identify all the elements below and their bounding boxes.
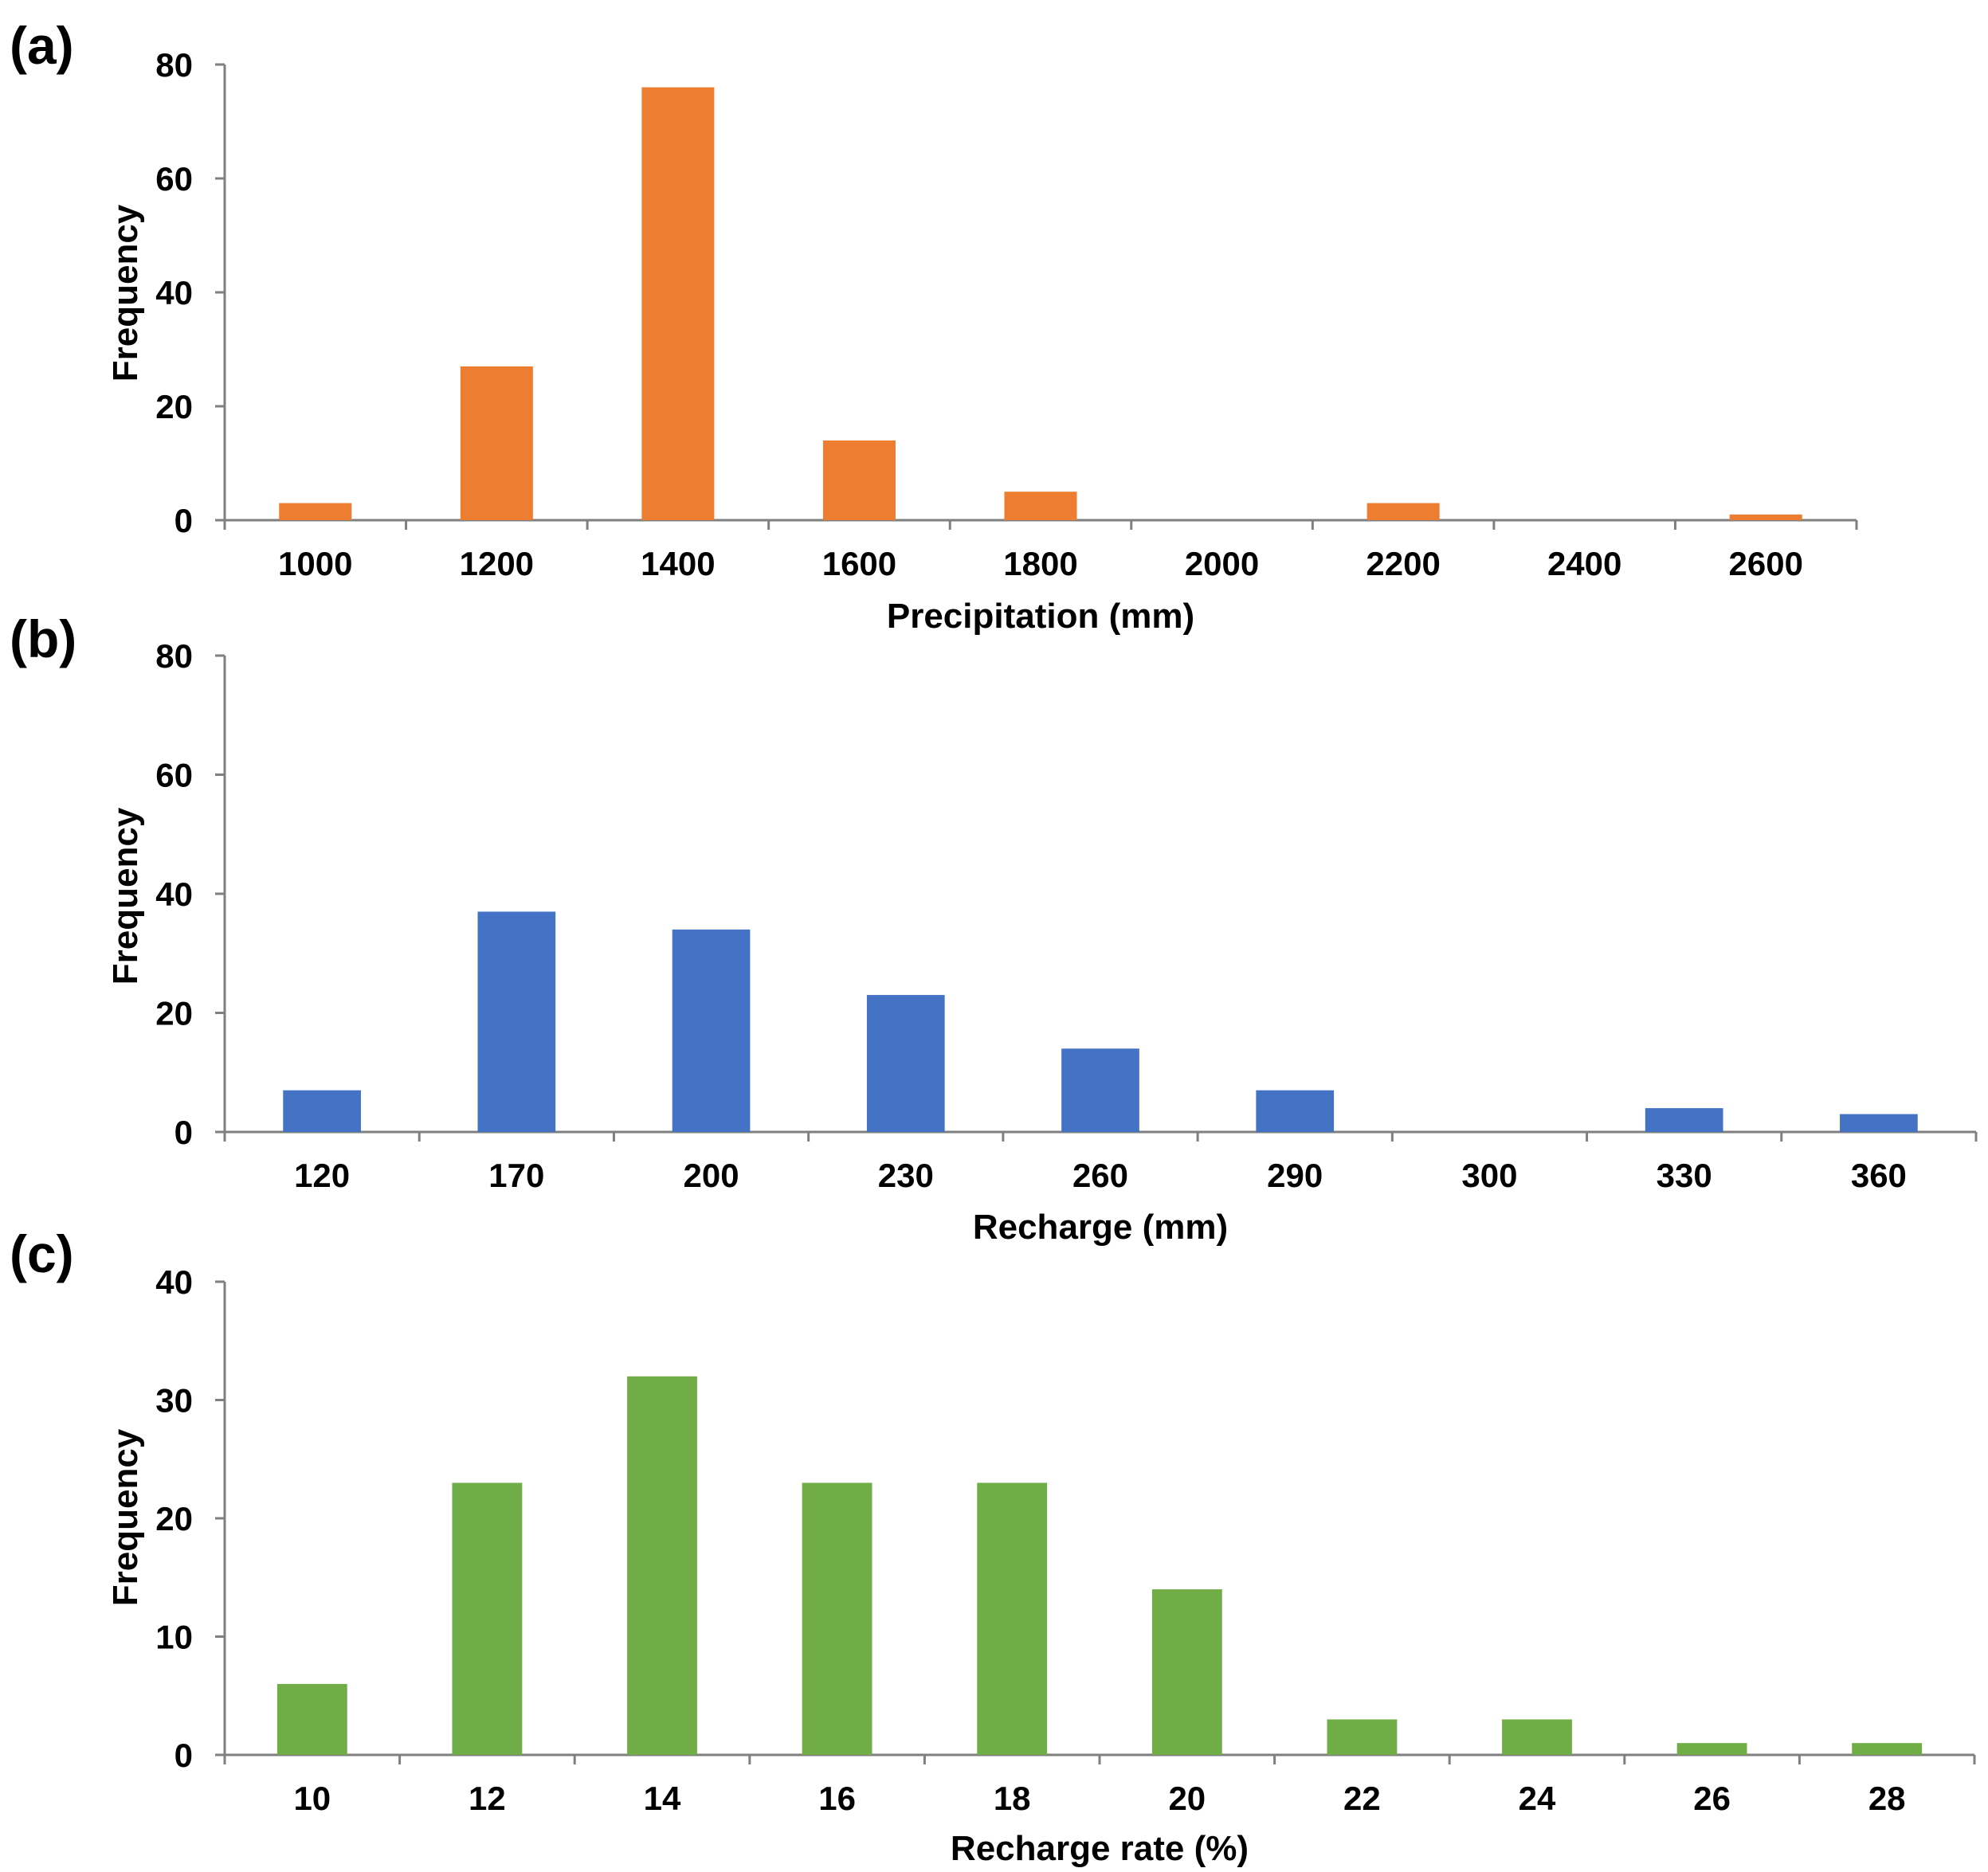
panel-c-label: (c) <box>10 1224 74 1283</box>
panel-c-bar-28 <box>1852 1743 1923 1755</box>
panel-c-bar-26 <box>1676 1743 1747 1755</box>
panel-b-y-tick-label: 80 <box>155 637 193 675</box>
panel-b-plot: 0 20 40 60 80 120 170 200 230 260 290 300 330 360 <box>155 637 1978 1194</box>
panel-a-bar-2200 <box>1367 503 1440 520</box>
panel-a-xlabel: Precipitation (mm) <box>887 597 1194 636</box>
panel-c-x-tick-label: 12 <box>469 1780 506 1817</box>
panel-b-bar-170 <box>477 911 556 1132</box>
panel-a-y-tick-label: 60 <box>155 160 193 198</box>
panel-b-bar-330 <box>1645 1108 1723 1132</box>
panel-a-y-tick-label: 0 <box>174 502 193 539</box>
panel-a-x-tick-label: 1800 <box>1003 545 1077 582</box>
panel-a-x-tick-label: 1400 <box>641 545 715 582</box>
panel-b-y-tick-label: 20 <box>155 995 193 1032</box>
panel-a-x-tick-label: 1000 <box>278 545 352 582</box>
panel-b-x-tick-label: 330 <box>1657 1157 1712 1194</box>
panel-c-x-tick-label: 28 <box>1868 1780 1906 1817</box>
panel-a-bar-1200 <box>460 366 533 520</box>
panel-c-bar-10 <box>276 1683 347 1755</box>
panel-a-bar-2600 <box>1729 514 1802 520</box>
panel-b-bar-230 <box>866 995 945 1132</box>
panel-c-bar-22 <box>1327 1719 1398 1755</box>
panel-a-x-tick-label: 1200 <box>460 545 534 582</box>
panel-a-x-tick-label: 1600 <box>822 545 896 582</box>
panel-c-ylabel: Frequency <box>106 1428 145 1606</box>
panel-b-x-tick-label: 200 <box>684 1157 739 1194</box>
panel-a-x-tick-label: 2000 <box>1185 545 1259 582</box>
panel-b-x-tick-label: 120 <box>294 1157 350 1194</box>
panel-b-x-tick-label: 170 <box>488 1157 544 1194</box>
panel-b-bar-360 <box>1840 1114 1918 1132</box>
panel-a-plot: 0 20 40 60 80 1000 1200 1400 1600 1800 2000 2200 240… <box>155 46 1858 582</box>
panel-c-plot: 0 10 20 30 40 10 12 14 16 18 20 22 24 26 28 <box>155 1263 1976 1817</box>
panel-b: (b) 0 20 40 60 80 120 170 200 230 260 290 300 330 360… <box>10 609 1978 1247</box>
panel-a-x-tick-label: 2200 <box>1366 545 1440 582</box>
panel-b-y-tick-label: 40 <box>155 875 193 913</box>
panel-c-bar-24 <box>1502 1719 1572 1755</box>
panel-a-bar-1800 <box>1004 491 1077 520</box>
panel-b-ylabel: Frequency <box>106 807 145 985</box>
panel-a-y-tick-label: 40 <box>155 274 193 311</box>
panel-b-y-tick-label: 60 <box>155 757 193 794</box>
panel-c-y-tick-label: 10 <box>155 1619 193 1656</box>
panel-b-label: (b) <box>10 609 76 668</box>
panel-a-y-tick-label: 80 <box>155 46 193 84</box>
panel-c-bar-16 <box>802 1482 872 1755</box>
panel-b-y-tick-label: 0 <box>174 1114 193 1151</box>
panel-c-y-tick-label: 20 <box>155 1500 193 1537</box>
panel-b-x-tick-label: 290 <box>1267 1157 1323 1194</box>
panel-a-bar-1600 <box>822 440 896 520</box>
panel-c-bar-18 <box>977 1482 1048 1755</box>
panel-c-bar-20 <box>1151 1589 1222 1755</box>
panel-a: (a) 0 20 40 60 80 1000 1200 1400 1600 1800 2000 220… <box>10 16 1858 636</box>
panel-b-xlabel: Recharge (mm) <box>973 1208 1228 1247</box>
panel-a-y-tick-label: 20 <box>155 388 193 425</box>
panel-c-x-tick-label: 26 <box>1693 1780 1731 1817</box>
panel-b-x-tick-label: 230 <box>878 1157 934 1194</box>
panel-c-y-tick-label: 0 <box>174 1737 193 1774</box>
panel-b-bar-260 <box>1061 1048 1139 1132</box>
panel-c-x-tick-label: 20 <box>1168 1780 1206 1817</box>
panel-c-x-tick-label: 10 <box>293 1780 331 1817</box>
panel-b-bar-290 <box>1256 1090 1335 1132</box>
panel-b-x-tick-label: 300 <box>1461 1157 1517 1194</box>
panel-c-x-tick-label: 24 <box>1519 1780 1556 1817</box>
panel-a-x-tick-label: 2400 <box>1547 545 1621 582</box>
panel-c-x-tick-label: 14 <box>644 1780 681 1817</box>
panel-c-bar-12 <box>452 1482 523 1755</box>
panel-c-x-tick-label: 16 <box>818 1780 856 1817</box>
panel-b-bar-120 <box>283 1090 361 1132</box>
panel-a-bar-1400 <box>641 87 715 521</box>
panel-c: (c) 0 10 20 30 40 10 12 14 16 18 20 22 24 26 28 Freque… <box>10 1224 1976 1868</box>
panel-c-y-tick-label: 30 <box>155 1382 193 1420</box>
panel-a-ylabel: Frequency <box>106 204 145 382</box>
panel-c-xlabel: Recharge rate (%) <box>951 1829 1249 1868</box>
panel-b-x-tick-label: 360 <box>1851 1157 1907 1194</box>
panel-c-x-tick-label: 22 <box>1343 1780 1381 1817</box>
panel-c-y-tick-label: 40 <box>155 1263 193 1301</box>
panel-c-bar-14 <box>627 1376 697 1755</box>
panel-c-x-tick-label: 18 <box>994 1780 1031 1817</box>
panel-a-x-tick-label: 2600 <box>1729 545 1803 582</box>
panel-a-label: (a) <box>10 16 74 75</box>
panel-a-bar-1000 <box>279 503 352 520</box>
panel-b-bar-200 <box>672 929 751 1132</box>
panel-b-x-tick-label: 260 <box>1072 1157 1128 1194</box>
